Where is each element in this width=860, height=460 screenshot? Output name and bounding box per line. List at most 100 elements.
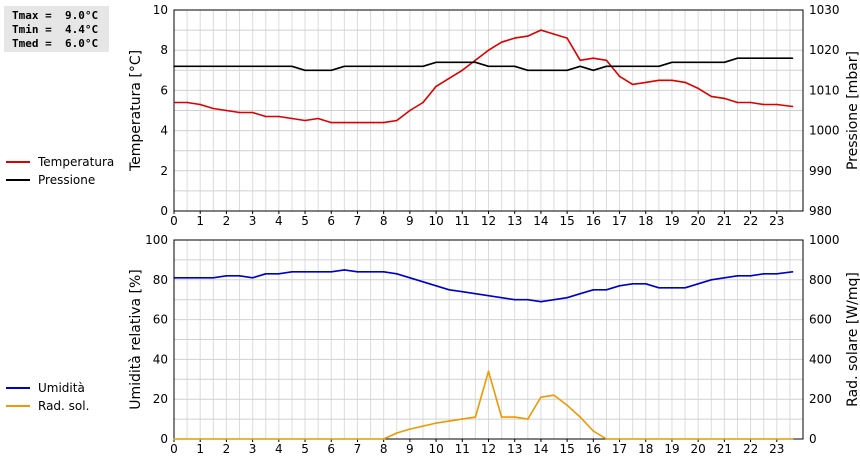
chart-1-x-tick-label: 15 [559, 214, 574, 228]
chart-1-y-tick-label: 0 [160, 204, 168, 218]
data-point-pressione [513, 65, 516, 68]
legend-label-pressione: Pressione [38, 173, 95, 187]
data-point-pressione [291, 65, 293, 68]
data-point-rad-sol [487, 370, 490, 373]
chart-1-x-tick-label: 20 [691, 214, 706, 228]
data-point-pressione [304, 69, 306, 72]
data-point-umidit [762, 273, 765, 275]
chart-2-x-tick-label: 12 [481, 442, 496, 456]
chart-2-x-tick-label: 8 [380, 442, 388, 456]
data-point-umidit [409, 277, 411, 279]
chart-2-y-right-tick-label: 0 [809, 432, 817, 446]
data-point-umidit [474, 292, 477, 295]
chart-1-y-tick-label: 2 [160, 164, 168, 178]
chart-1-y-axis-label: Temperatura [°C] [128, 50, 144, 172]
data-point-umidit [238, 275, 241, 277]
data-point-pressione [474, 61, 477, 64]
chart-2-y-right-tick-label: 400 [809, 352, 832, 366]
data-point-temperatura [173, 101, 175, 104]
data-point-temperatura [513, 37, 516, 39]
chart-2-x-tick-label: 14 [533, 442, 548, 456]
chart-2-x-tick-label: 1 [196, 442, 204, 456]
chart-2-y-right-tick-label: 1000 [809, 233, 840, 247]
data-point-rad-sol [527, 418, 529, 420]
data-point-temperatura [658, 79, 660, 82]
data-point-temperatura [775, 103, 778, 106]
chart-2-x-tick-label: 7 [354, 442, 362, 456]
data-point-umidit [186, 277, 188, 279]
data-point-pressione [527, 69, 529, 72]
chart-1-y-right-tick-label: 990 [809, 164, 832, 178]
data-point-umidit [278, 273, 280, 275]
chart-1-y-tick-label: 10 [153, 3, 168, 17]
data-point-temperatura [671, 79, 673, 82]
chart-1-y-right-tick-label: 1000 [809, 124, 840, 138]
legend-label-umidit: Umidità [38, 381, 85, 395]
data-point-umidit [330, 271, 333, 273]
chart-1-x-tick-label: 14 [533, 214, 548, 228]
data-point-pressione [487, 65, 490, 68]
data-point-umidit [592, 288, 595, 291]
chart-2-y-right-tick-label: 200 [809, 392, 832, 406]
series-line-umidit [174, 269, 793, 303]
data-point-temperatura [435, 85, 437, 88]
data-point-umidit [251, 277, 254, 279]
data-point-umidit [527, 298, 529, 301]
data-point-pressione [330, 69, 333, 72]
data-point-temperatura [395, 119, 398, 122]
data-point-rad-sol [540, 396, 542, 399]
data-point-umidit [791, 271, 794, 273]
chart-2-x-tick-label: 18 [638, 442, 653, 456]
chart-1-x-tick-label: 7 [354, 214, 362, 228]
data-point-umidit [684, 286, 686, 289]
data-point-rad-sol [605, 438, 608, 440]
chart-1-x-tick-label: 4 [275, 214, 283, 228]
data-point-pressione [723, 61, 726, 64]
data-point-pressione [343, 65, 346, 68]
chart-1-x-tick-label: 10 [428, 214, 443, 228]
data-point-temperatura [382, 121, 385, 124]
data-point-temperatura [448, 77, 450, 80]
chart-2-x-tick-label: 11 [455, 442, 470, 456]
data-point-umidit [291, 271, 293, 273]
data-point-umidit [487, 294, 490, 297]
chart-1-y-right-tick-label: 1020 [809, 43, 840, 57]
data-point-umidit [723, 277, 726, 279]
data-point-temperatura [697, 87, 699, 90]
data-point-temperatura [212, 107, 215, 110]
chart-1-x-tick-label: 23 [769, 214, 784, 228]
chart-2-x-tick-label: 22 [743, 442, 758, 456]
data-point-umidit [448, 288, 450, 291]
chart-1-y-tick-label: 8 [160, 43, 168, 57]
data-point-umidit [422, 280, 424, 283]
data-point-umidit [369, 271, 372, 273]
chart-2-y-right-tick-label: 800 [809, 273, 832, 287]
data-point-temperatura [291, 117, 293, 120]
chart-1-x-tick-label: 19 [664, 214, 679, 228]
data-point-umidit [395, 273, 398, 275]
chart-1-x-tick-label: 9 [406, 214, 414, 228]
chart-1-y-tick-label: 6 [160, 83, 168, 97]
data-point-temperatura [251, 111, 254, 114]
data-point-pressione [605, 65, 608, 68]
data-point-umidit [513, 298, 516, 301]
data-point-umidit [697, 282, 699, 285]
chart-2-y-tick-label: 40 [153, 352, 168, 366]
chart-2-x-tick-label: 15 [559, 442, 574, 456]
data-point-temperatura [330, 121, 333, 124]
data-point-temperatura [409, 109, 411, 112]
chart-2-y-tick-label: 0 [160, 432, 168, 446]
data-point-umidit [749, 275, 752, 277]
chart-2-x-tick-label: 2 [223, 442, 231, 456]
data-point-temperatura [723, 97, 726, 100]
data-point-temperatura [749, 101, 752, 104]
chart-2-x-tick-label: 4 [275, 442, 283, 456]
legend-label-rad-sol: Rad. sol. [38, 399, 89, 413]
chart-2-y-tick-label: 100 [145, 233, 168, 247]
data-point-rad-sol [579, 416, 582, 418]
data-point-temperatura [618, 75, 621, 78]
chart-2-x-tick-label: 23 [769, 442, 784, 456]
data-point-temperatura [762, 103, 765, 106]
chart-2-y-tick-label: 60 [153, 313, 168, 327]
data-point-umidit [618, 284, 621, 287]
